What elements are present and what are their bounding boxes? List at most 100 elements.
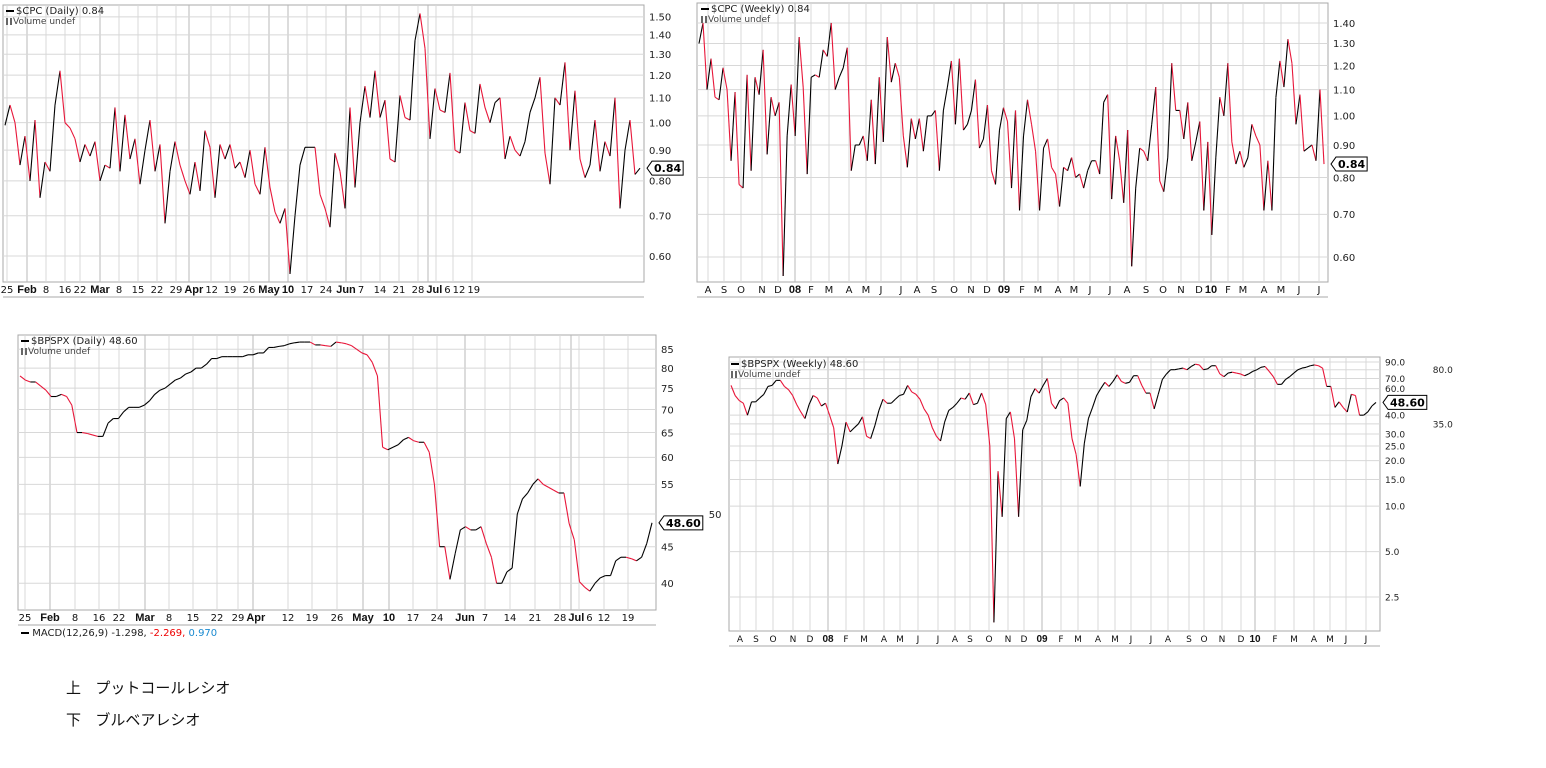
series-segment [169, 141, 176, 172]
series-segment [1018, 429, 1024, 517]
chart-bpspx-daily: 48.60 85 80 75 70 65 60 55 50 45 40 25 Feb 8 16 22 Mar 8 1… [17, 334, 722, 626]
x-tick-label: O [737, 285, 745, 296]
y-tick-label: 1.20 [649, 71, 671, 82]
x-tick-label: S [967, 635, 973, 645]
series-segment [1207, 141, 1213, 235]
series-segment [1135, 148, 1141, 189]
series-segment [1190, 363, 1196, 367]
legend-title: $CPC (Weekly) 0.84 [711, 4, 810, 15]
series-segment [792, 395, 798, 405]
x-tick-label: 10 [383, 612, 395, 624]
series-segment [392, 444, 399, 448]
series-segment [309, 341, 316, 346]
x-tick-label: F [1019, 285, 1025, 296]
series-segment [379, 100, 386, 118]
x-tick-label: Feb [17, 284, 37, 296]
series-segment [1227, 63, 1233, 142]
series-segment [918, 118, 924, 152]
series-segment [144, 119, 151, 151]
series-swatch [21, 340, 29, 342]
x-tick-label: F [1225, 285, 1231, 296]
macd-legend-bpspx-daily: MACD(12,26,9) -1.298, -2.269, 0.970 [21, 628, 218, 640]
volume-bars-icon [701, 16, 707, 23]
series-segment [428, 452, 435, 485]
x-tick-label: 22 [151, 285, 164, 296]
series-segment [249, 150, 256, 185]
series-segment [734, 395, 740, 401]
series-segment [838, 67, 844, 78]
series-segment [369, 70, 376, 118]
series-segment [878, 77, 884, 142]
series-segment [194, 161, 201, 191]
series-segment [289, 342, 295, 345]
series-segment [154, 389, 161, 395]
series-segment [511, 513, 518, 569]
y-tick-label: 80.0 [1433, 366, 1453, 376]
series-segment [890, 63, 896, 83]
series-segment [1231, 141, 1237, 165]
series-segment [1116, 374, 1122, 382]
series-segment [1083, 418, 1089, 444]
series-segment [974, 79, 980, 149]
series-segment [903, 385, 909, 395]
chart-cpc-daily: 0.84 1.50 1.40 1.30 1.20 1.10 1.00 0.90 0.80 0.70… [1, 4, 684, 298]
series-segment [264, 147, 271, 188]
x-tick-label: 29 [232, 613, 245, 624]
series-segment [1281, 379, 1287, 385]
series-segment [366, 354, 373, 363]
series-segment [1171, 63, 1177, 111]
series-segment [894, 63, 900, 78]
x-tick-label: 14 [374, 285, 387, 296]
series-segment [1022, 99, 1029, 136]
x-tick-label: M [1074, 635, 1082, 645]
series-segment [1371, 401, 1377, 407]
series-segment [821, 402, 826, 407]
series-segment [459, 102, 466, 154]
x-tick-label: M [896, 635, 904, 645]
series-segment [371, 362, 378, 377]
series-segment [71, 405, 78, 433]
series-segment [978, 138, 984, 149]
series-segment [1248, 370, 1254, 375]
series-segment [738, 400, 744, 404]
y-tick-label: 10.0 [1385, 503, 1405, 513]
series-segment [489, 102, 496, 123]
series-segment [976, 392, 983, 404]
series-segment [870, 99, 876, 165]
series-segment [1236, 372, 1241, 375]
series-segment [982, 104, 989, 139]
series-segment [1092, 395, 1098, 408]
x-tick-label: 28 [554, 613, 567, 624]
series-segment [92, 434, 98, 437]
series-segment [409, 40, 416, 121]
series-segment [750, 77, 756, 171]
series-segment [527, 484, 534, 494]
volume-bars-icon [6, 18, 12, 25]
series-segment [174, 141, 181, 166]
series-segment [837, 445, 843, 465]
series-segment [754, 77, 760, 95]
series-segment [818, 49, 824, 78]
series-segment [384, 100, 391, 160]
last-value-label: 0.84 [1338, 158, 1365, 171]
series-segment [1287, 39, 1293, 64]
x-tick-label: 8 [72, 613, 78, 624]
legend-bpspx-daily: $BPSPX (Daily) 48.60 Volume undef [21, 336, 138, 358]
x-tick-label: F [1272, 635, 1277, 645]
x-tick-label: J [1317, 285, 1321, 296]
series-segment [94, 141, 101, 181]
series-segment [1351, 393, 1356, 397]
x-tick-label: May [258, 284, 280, 296]
series-segment [779, 380, 785, 387]
series-segment [1125, 381, 1130, 384]
series-segment [589, 120, 596, 166]
x-tick-label: 16 [59, 285, 72, 296]
x-tick-label: A [1165, 635, 1172, 645]
x-tick-label: 24 [431, 613, 444, 624]
series-segment [259, 147, 266, 195]
x-tick-label: A [846, 285, 853, 296]
series-segment [1051, 167, 1057, 175]
series-segment [1346, 394, 1352, 413]
y-tick-label: 65 [661, 428, 674, 439]
series-segment [862, 135, 868, 161]
